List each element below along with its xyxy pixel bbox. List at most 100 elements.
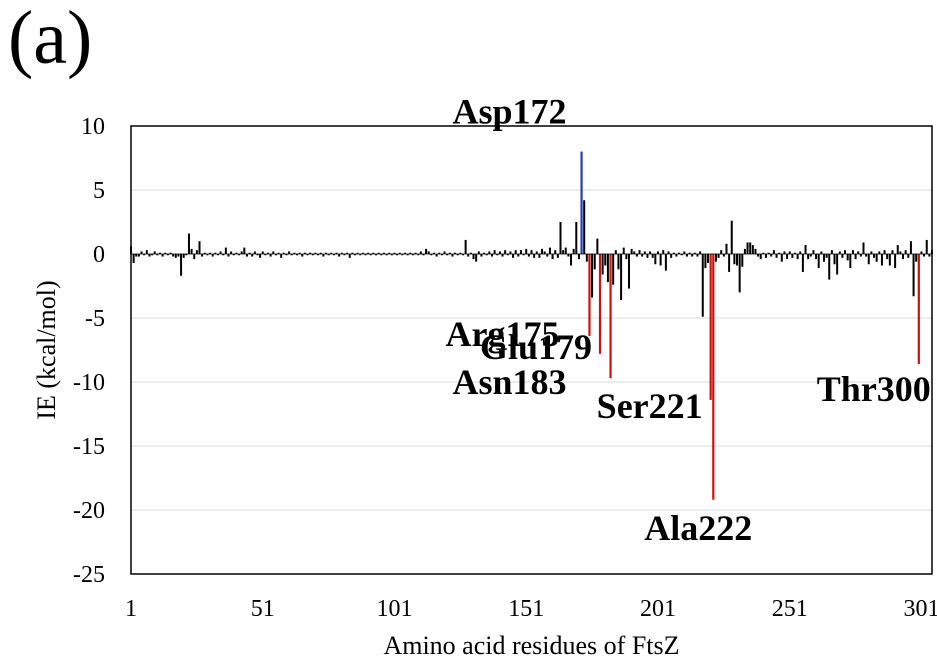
residue-bar xyxy=(190,248,193,254)
residue-bar xyxy=(137,254,140,257)
residue-bar xyxy=(433,252,436,254)
residue-bar xyxy=(878,251,881,254)
residue-bar xyxy=(617,254,620,270)
residue-bar xyxy=(709,254,712,400)
residue-bar xyxy=(746,242,749,254)
residue-bar xyxy=(788,251,791,254)
residue-bar xyxy=(796,254,799,260)
residue-bar xyxy=(454,252,457,254)
residue-bar xyxy=(277,252,280,254)
residue-bar xyxy=(377,252,380,254)
residue-bar xyxy=(330,252,333,254)
residue-bar xyxy=(693,252,696,254)
residue-bar xyxy=(849,254,852,269)
y-axis-title: IE (kcal/mol) xyxy=(32,280,61,419)
residue-bar xyxy=(556,254,559,258)
bars xyxy=(130,151,933,500)
residue-bar xyxy=(490,254,493,257)
residue-bar xyxy=(622,247,625,254)
y-tick-label: 0 xyxy=(93,242,105,268)
residue-bar xyxy=(295,254,298,256)
residue-bar xyxy=(309,252,312,254)
residue-bar xyxy=(414,252,417,254)
residue-bar xyxy=(148,254,151,257)
residue-bar xyxy=(493,250,496,254)
residue-bar xyxy=(809,254,812,257)
residue-bar xyxy=(562,250,565,254)
y-tick-label: -15 xyxy=(73,434,105,460)
residue-bar xyxy=(907,254,910,258)
residue-bar xyxy=(880,254,883,266)
residue-bar xyxy=(353,254,356,256)
residue-bar xyxy=(923,254,926,257)
residue-bar xyxy=(396,254,399,256)
x-axis-title: Amino acid residues of FtsZ xyxy=(383,631,679,660)
residue-bar xyxy=(248,252,251,254)
residue-bar xyxy=(483,252,486,254)
annotation-thr300: Thr300 xyxy=(817,369,931,409)
residue-bar xyxy=(627,254,630,289)
residue-bar xyxy=(509,251,512,254)
residue-bar xyxy=(844,250,847,254)
y-tick-label: -5 xyxy=(85,306,105,332)
residue-bar xyxy=(920,251,923,254)
x-tick-label: 251 xyxy=(772,596,808,622)
residue-bar xyxy=(807,254,810,260)
residue-bar xyxy=(506,254,509,256)
residue-bar xyxy=(443,251,446,254)
residue-bar xyxy=(398,252,401,254)
residue-bar xyxy=(891,250,894,254)
residue-bar xyxy=(272,251,275,254)
residue-bar xyxy=(635,254,638,257)
residue-bar xyxy=(227,254,230,257)
residue-bar xyxy=(638,250,641,254)
annotation-ser221: Ser221 xyxy=(597,386,703,426)
residue-bar xyxy=(527,254,530,257)
residue-bar xyxy=(488,251,491,254)
residue-bar xyxy=(417,254,420,256)
residue-bar xyxy=(496,254,499,256)
residue-bar xyxy=(419,251,422,254)
x-tick-label: 301 xyxy=(903,596,937,622)
residue-bar xyxy=(222,254,225,256)
residue-bar xyxy=(238,254,241,256)
residue-bar xyxy=(243,247,246,254)
residue-bar xyxy=(630,248,633,254)
residue-bar xyxy=(340,252,343,254)
residue-bar xyxy=(348,254,351,258)
residue-bar xyxy=(498,251,501,254)
residue-bar xyxy=(390,254,393,256)
residue-bar xyxy=(825,254,828,258)
residue-bar xyxy=(680,254,683,256)
residue-bar xyxy=(235,252,238,254)
residue-bar xyxy=(501,254,504,257)
residue-bar xyxy=(459,252,462,254)
residue-bar xyxy=(143,254,146,256)
residue-bar xyxy=(656,251,659,254)
residue-bar xyxy=(132,254,135,263)
residue-bar xyxy=(688,252,691,254)
residue-bar xyxy=(430,254,433,256)
residue-bar xyxy=(646,254,649,258)
residue-bar xyxy=(327,254,330,256)
residue-bar xyxy=(670,254,673,258)
residue-bar xyxy=(253,251,256,254)
residue-bar xyxy=(793,252,796,254)
residue-bar xyxy=(427,251,430,254)
residue-bar xyxy=(359,254,362,256)
residue-bar xyxy=(203,252,206,254)
residue-bar xyxy=(209,252,212,254)
residue-bar xyxy=(164,252,167,254)
residue-bar xyxy=(728,254,731,272)
residue-bar xyxy=(251,254,254,257)
residue-bar xyxy=(245,254,248,257)
y-tick-label: -25 xyxy=(73,562,105,588)
residue-bar xyxy=(859,254,862,257)
residue-bar xyxy=(575,222,578,254)
residue-bar xyxy=(230,251,233,254)
residue-bar xyxy=(609,254,612,379)
residue-bar xyxy=(678,252,681,254)
residue-bar xyxy=(319,252,322,254)
residue-bar xyxy=(899,251,902,254)
